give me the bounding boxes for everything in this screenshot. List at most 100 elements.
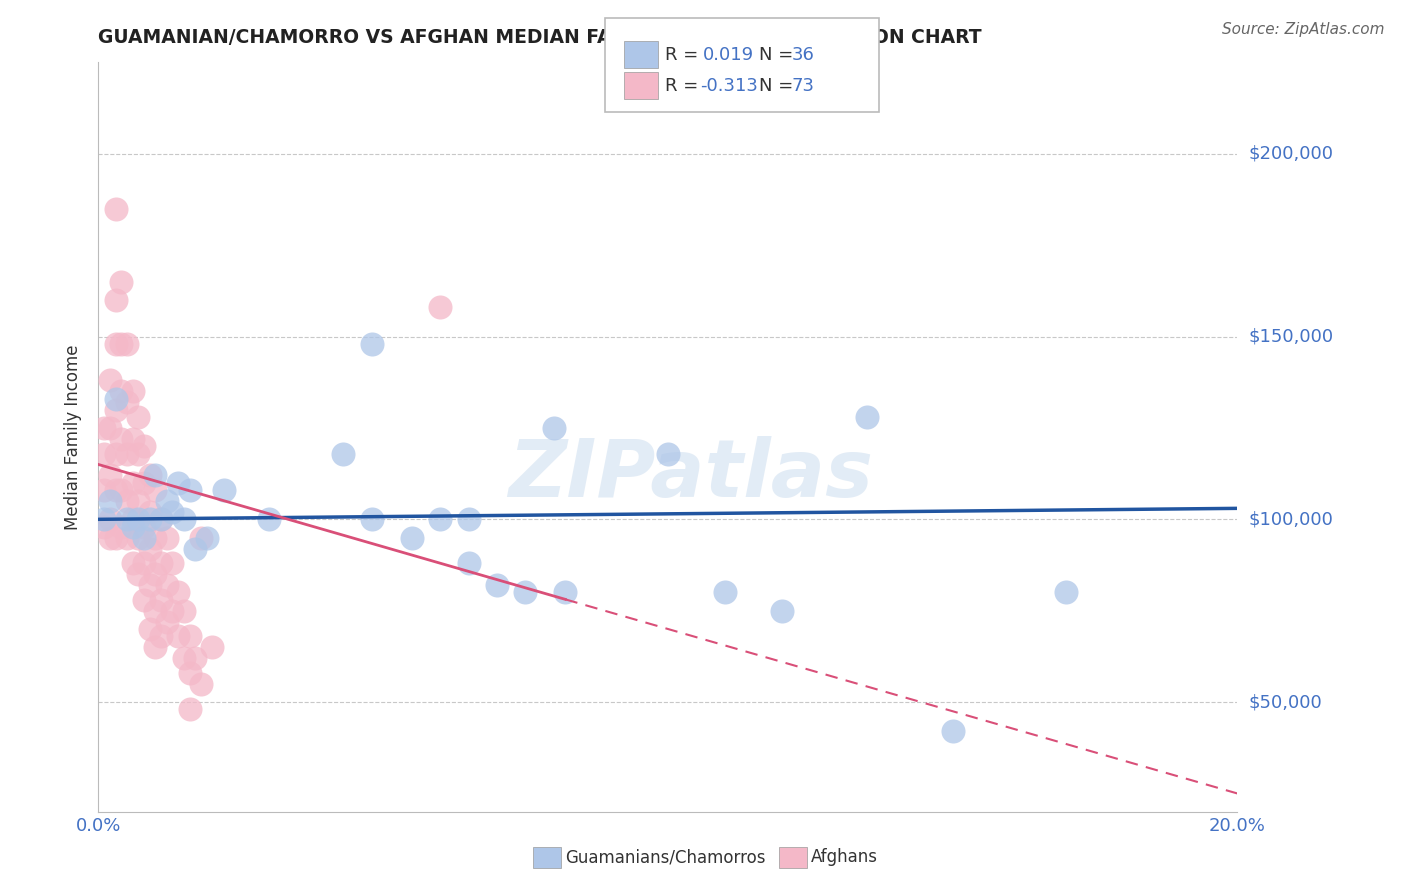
Point: [429, 301, 451, 315]
Point: [332, 446, 354, 460]
Point: [132, 531, 155, 545]
Point: [115, 531, 138, 545]
Point: [115, 337, 138, 351]
Text: -0.313: -0.313: [700, 77, 758, 95]
Point: [93, 421, 115, 435]
Point: [110, 519, 132, 533]
Point: [259, 512, 281, 526]
Point: [104, 293, 127, 307]
Point: [429, 512, 451, 526]
Point: [98, 512, 121, 526]
Point: [110, 483, 132, 497]
Text: $200,000: $200,000: [1249, 145, 1333, 163]
Text: 0.019: 0.019: [703, 45, 754, 63]
Point: [121, 432, 143, 446]
Point: [93, 446, 115, 460]
Point: [121, 475, 143, 490]
Point: [184, 541, 207, 556]
Point: [110, 275, 132, 289]
Text: Source: ZipAtlas.com: Source: ZipAtlas.com: [1222, 22, 1385, 37]
Text: 36: 36: [792, 45, 814, 63]
Point: [457, 556, 479, 570]
Point: [145, 483, 167, 497]
Point: [121, 512, 143, 526]
Point: [110, 384, 132, 399]
Point: [179, 665, 201, 680]
Point: [138, 622, 160, 636]
Point: [162, 505, 184, 519]
Point: [104, 392, 127, 406]
Point: [121, 384, 143, 399]
Point: [150, 556, 173, 570]
Point: [127, 494, 149, 508]
Text: $100,000: $100,000: [1249, 510, 1333, 528]
Point: [156, 494, 179, 508]
Text: GUAMANIAN/CHAMORRO VS AFGHAN MEDIAN FAMILY INCOME CORRELATION CHART: GUAMANIAN/CHAMORRO VS AFGHAN MEDIAN FAMI…: [98, 28, 981, 47]
Point: [145, 531, 167, 545]
Point: [93, 483, 115, 497]
Point: [121, 556, 143, 570]
Point: [201, 640, 224, 655]
Point: [132, 475, 155, 490]
Text: N =: N =: [759, 77, 799, 95]
Point: [115, 395, 138, 409]
Text: N =: N =: [759, 45, 799, 63]
Point: [127, 512, 149, 526]
Point: [145, 604, 167, 618]
Point: [138, 505, 160, 519]
Point: [93, 512, 115, 526]
Point: [104, 483, 127, 497]
Point: [98, 468, 121, 483]
Text: $150,000: $150,000: [1249, 327, 1333, 345]
Point: [167, 585, 190, 599]
Point: [138, 468, 160, 483]
Point: [150, 629, 173, 643]
Point: [179, 702, 201, 716]
Point: [543, 421, 565, 435]
Point: [942, 724, 965, 739]
Point: [145, 567, 167, 582]
Point: [179, 629, 201, 643]
Point: [167, 629, 190, 643]
Point: [150, 512, 173, 526]
Point: [195, 531, 218, 545]
Point: [173, 512, 195, 526]
Point: [150, 512, 173, 526]
Point: [104, 531, 127, 545]
Point: [93, 519, 115, 533]
Point: [156, 615, 179, 629]
Point: [190, 531, 212, 545]
Point: [156, 578, 179, 592]
Point: [856, 409, 879, 424]
Point: [212, 483, 235, 497]
Point: [150, 592, 173, 607]
Point: [98, 494, 121, 508]
Point: [360, 512, 382, 526]
Point: [127, 409, 149, 424]
Point: [132, 556, 155, 570]
Point: [173, 651, 195, 665]
Point: [156, 531, 179, 545]
Point: [515, 585, 537, 599]
Point: [167, 475, 190, 490]
Point: [127, 531, 149, 545]
Point: [110, 432, 132, 446]
Text: ZIPatlas: ZIPatlas: [508, 435, 873, 514]
Point: [184, 651, 207, 665]
Point: [138, 512, 160, 526]
Point: [657, 446, 679, 460]
Point: [714, 585, 737, 599]
Point: [162, 604, 184, 618]
Point: [173, 604, 195, 618]
Point: [115, 512, 138, 526]
Point: [121, 519, 143, 533]
Point: [190, 677, 212, 691]
Point: [132, 519, 155, 533]
Point: [110, 337, 132, 351]
Point: [104, 402, 127, 417]
Point: [104, 446, 127, 460]
Point: [554, 585, 576, 599]
Point: [132, 439, 155, 453]
Y-axis label: Median Family Income: Median Family Income: [65, 344, 83, 530]
Point: [179, 483, 201, 497]
